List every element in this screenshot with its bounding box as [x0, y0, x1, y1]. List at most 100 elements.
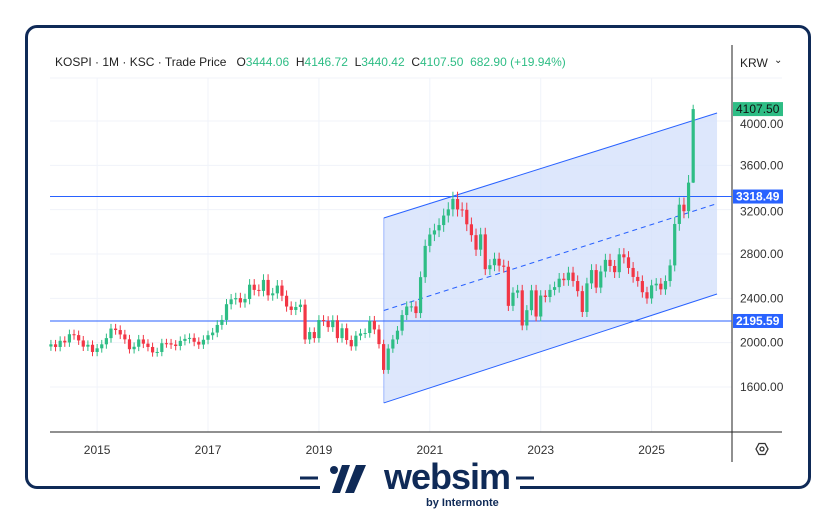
- candle-body: [298, 304, 303, 307]
- candle: [178, 336, 182, 351]
- candle-body: [90, 344, 95, 352]
- y-tick-label: 2400.00: [740, 291, 784, 305]
- candle-body: [400, 315, 404, 331]
- candle: [409, 301, 413, 312]
- candle-body: [243, 298, 247, 303]
- candle: [266, 274, 270, 301]
- websim-logo: websim by Intermonte: [326, 459, 516, 512]
- candle: [613, 259, 617, 279]
- candle-body: [187, 337, 192, 339]
- candle: [284, 290, 289, 312]
- candle-body: [354, 335, 358, 347]
- price-label: 3318.49: [736, 190, 780, 204]
- candle-body: [552, 287, 557, 290]
- candle: [280, 280, 284, 302]
- logo-text: websim: [384, 456, 511, 497]
- candle: [502, 259, 506, 273]
- x-tick-label: 2015: [84, 443, 111, 457]
- x-tick-label: 2025: [638, 443, 665, 457]
- candle-body: [271, 293, 275, 296]
- candle: [663, 275, 668, 295]
- candle: [183, 334, 187, 346]
- candle: [460, 202, 464, 217]
- candle: [492, 252, 497, 272]
- candle-body: [566, 272, 571, 281]
- candle-body: [525, 310, 529, 326]
- candle: [321, 315, 326, 326]
- candle-body: [372, 320, 376, 330]
- candle-body: [391, 339, 395, 349]
- candle: [552, 281, 557, 296]
- channel-fill: [383, 113, 718, 403]
- gear-icon[interactable]: [755, 442, 769, 456]
- candle-body: [160, 343, 164, 352]
- candle: [594, 264, 598, 294]
- candle: [437, 218, 441, 238]
- candle: [187, 333, 192, 344]
- candle: [608, 253, 612, 272]
- low-value: 3440.42: [361, 55, 405, 69]
- candle-body: [215, 324, 219, 333]
- currency-select[interactable]: KRW ⌄: [736, 53, 782, 73]
- candle: [220, 315, 224, 330]
- candle: [335, 315, 340, 343]
- candle-body: [691, 109, 695, 183]
- candle-body: [220, 319, 224, 325]
- x-tick-label: 2023: [527, 443, 554, 457]
- candle: [275, 280, 279, 299]
- candle: [686, 174, 691, 219]
- candle: [400, 310, 404, 336]
- candle: [248, 279, 252, 305]
- candle: [224, 298, 229, 325]
- candle: [201, 335, 206, 349]
- y-tick-label: 3200.00: [740, 205, 784, 219]
- candle: [289, 301, 293, 316]
- candle-body: [308, 332, 312, 340]
- close-label: C: [411, 55, 420, 69]
- candle: [640, 275, 644, 298]
- candle-body: [169, 343, 173, 345]
- candle-body: [280, 285, 284, 296]
- candle: [252, 279, 256, 296]
- candle: [234, 292, 238, 305]
- candle: [585, 277, 589, 318]
- candle: [197, 337, 201, 349]
- candle: [261, 274, 266, 297]
- candle: [229, 294, 233, 310]
- frame-gap: [320, 470, 520, 490]
- candle: [243, 293, 247, 308]
- candle: [557, 272, 561, 293]
- candle-body: [100, 344, 104, 349]
- candle: [622, 248, 626, 264]
- candle-body: [673, 223, 677, 266]
- candle: [382, 339, 386, 374]
- candle: [479, 227, 483, 256]
- candle: [451, 191, 455, 217]
- candle: [104, 333, 108, 349]
- candle-body: [386, 348, 390, 370]
- candle-body: [206, 335, 210, 340]
- channel-middle-line[interactable]: [383, 203, 718, 311]
- candle: [506, 260, 510, 312]
- candle-body: [77, 335, 81, 341]
- candle-body: [474, 235, 478, 250]
- x-tick-label: 2021: [416, 443, 443, 457]
- candle-body: [520, 290, 524, 326]
- candle-body: [405, 306, 409, 316]
- candle: [109, 323, 113, 343]
- candle-body: [284, 295, 289, 307]
- candle-body: [317, 320, 321, 339]
- candle: [516, 284, 520, 299]
- candle: [215, 320, 219, 338]
- channel-upper-line[interactable]: [383, 112, 718, 219]
- candle-body: [335, 320, 340, 339]
- candle: [488, 259, 492, 276]
- candle-body: [53, 344, 58, 347]
- candle-body: [266, 279, 270, 296]
- candle-body: [460, 209, 464, 211]
- channel-lower-line[interactable]: [383, 293, 718, 404]
- candle-body: [109, 328, 113, 339]
- candle: [525, 305, 529, 331]
- candle: [645, 286, 649, 304]
